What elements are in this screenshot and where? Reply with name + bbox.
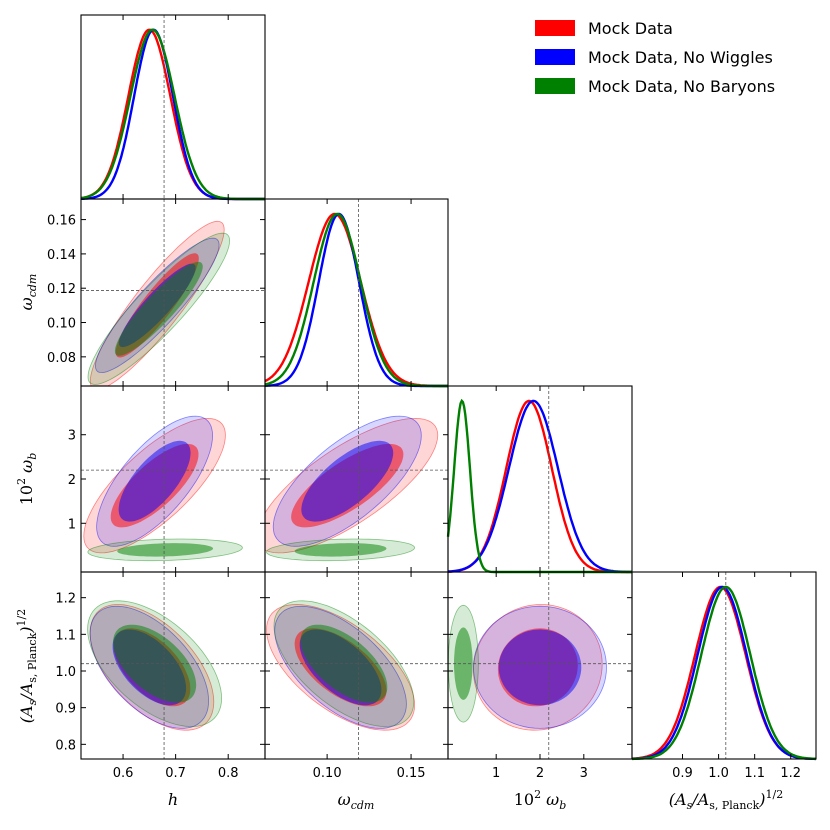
y-tick-label-as: 0.8 (55, 738, 76, 753)
y-axis-label-omega-b: 102 ωb (15, 453, 39, 506)
y-tick-label-omega-cdm: 0.08 (47, 351, 76, 366)
y-tick-label-as: 1.0 (55, 665, 76, 680)
x-axis-label-As: (As/As, Planck)1/2 (669, 788, 783, 812)
x-axis-label-h: h (168, 790, 178, 809)
panel-frame (631, 571, 817, 760)
legend-label-no-baryons: Mock Data, No Baryons (588, 77, 775, 96)
legend-swatch-blue (535, 49, 575, 65)
marginal-omega-cdm (264, 199, 448, 388)
panel-as-vs-omega-b (448, 572, 632, 759)
y-tick-label-as: 0.9 (55, 702, 76, 717)
y-tick-label-omega-cdm: 0.10 (47, 317, 76, 332)
panel-frame (447, 385, 633, 573)
x-tick-label-omega-b: 1 (492, 766, 500, 781)
marginal-omega-b (446, 386, 632, 574)
x-tick-label-as: 1.1 (744, 766, 765, 781)
marginal-curve-mock-data-no-wiggles (632, 585, 816, 761)
x-tick-label-h: 0.7 (165, 766, 186, 781)
x-tick-label-h: 0.6 (113, 766, 134, 781)
panel-omega-cdm-vs-h (81, 199, 265, 386)
marginal-curve-mock-data (632, 585, 817, 761)
panel-as-vs-h (81, 572, 265, 759)
contour-68-mock-data-no-baryons (117, 543, 214, 557)
y-tick-label-omega-cdm: 0.12 (47, 282, 76, 297)
y-axis-label-As: (As/As, Planck)1/2 (15, 609, 39, 723)
x-tick-label-omega-cdm: 0.10 (313, 766, 342, 781)
contour-68-mock-data-no-baryons (294, 543, 387, 557)
x-tick-label-omega-b: 3 (580, 766, 588, 781)
y-tick-label-as: 1.1 (55, 628, 76, 643)
y-tick-label-omega-cdm: 0.16 (47, 214, 76, 229)
y-tick-label-omega-b: 2 (68, 473, 76, 488)
y-tick-label-as: 1.2 (55, 592, 76, 607)
x-tick-label-as: 0.9 (672, 766, 693, 781)
legend-swatch-green (535, 78, 575, 94)
legend-swatch-red (535, 20, 575, 36)
marginal-curve-mock-data-no-baryons (446, 398, 632, 574)
panel-omega-b-vs-h (81, 386, 265, 572)
contour-68-mock-data-no-wiggles (301, 440, 394, 522)
contour-68-mock-data-no-wiggles (118, 440, 191, 522)
legend-label-mock-data: Mock Data (588, 19, 673, 38)
contour-68-mock-data-no-wiggles (498, 629, 582, 706)
marginal-curve-mock-data-no-baryons (264, 212, 448, 388)
x-tick-label-as: 1.0 (708, 766, 729, 781)
marginal-curve-mock-data-no-baryons (632, 585, 816, 761)
y-tick-label-omega-b: 1 (68, 517, 76, 532)
marginal-as (632, 572, 817, 761)
legend-label-no-wiggles: Mock Data, No Wiggles (588, 48, 773, 67)
x-axis-label-omega-cdm: ωcdm (338, 790, 375, 812)
x-tick-label-h: 0.8 (218, 766, 239, 781)
contour-68-mock-data-no-baryons (300, 624, 388, 703)
x-tick-label-as: 1.2 (780, 766, 801, 781)
legend: Mock Data Mock Data, No Wiggles Mock Dat… (535, 19, 775, 96)
panel-as-vs-omega-cdm (265, 572, 448, 759)
x-tick-label-omega-b: 2 (536, 766, 544, 781)
contour-68-mock-data-no-baryons (113, 624, 197, 703)
panel-omega-b-vs-omega-cdm (265, 386, 448, 572)
y-axis-label-omega-cdm: ωcdm (17, 274, 39, 311)
marginal-curve-mock-data (447, 399, 632, 574)
x-tick-label-omega-cdm: 0.15 (397, 766, 426, 781)
marginal-h (80, 15, 265, 201)
marginal-curve-mock-data-no-wiggles (447, 399, 632, 574)
y-tick-label-omega-cdm: 0.14 (47, 248, 76, 263)
x-axis-label-omega-b: 102 ωb (514, 788, 567, 812)
contour-68-mock-data-no-baryons (114, 261, 203, 356)
y-tick-label-omega-b: 3 (68, 429, 76, 444)
